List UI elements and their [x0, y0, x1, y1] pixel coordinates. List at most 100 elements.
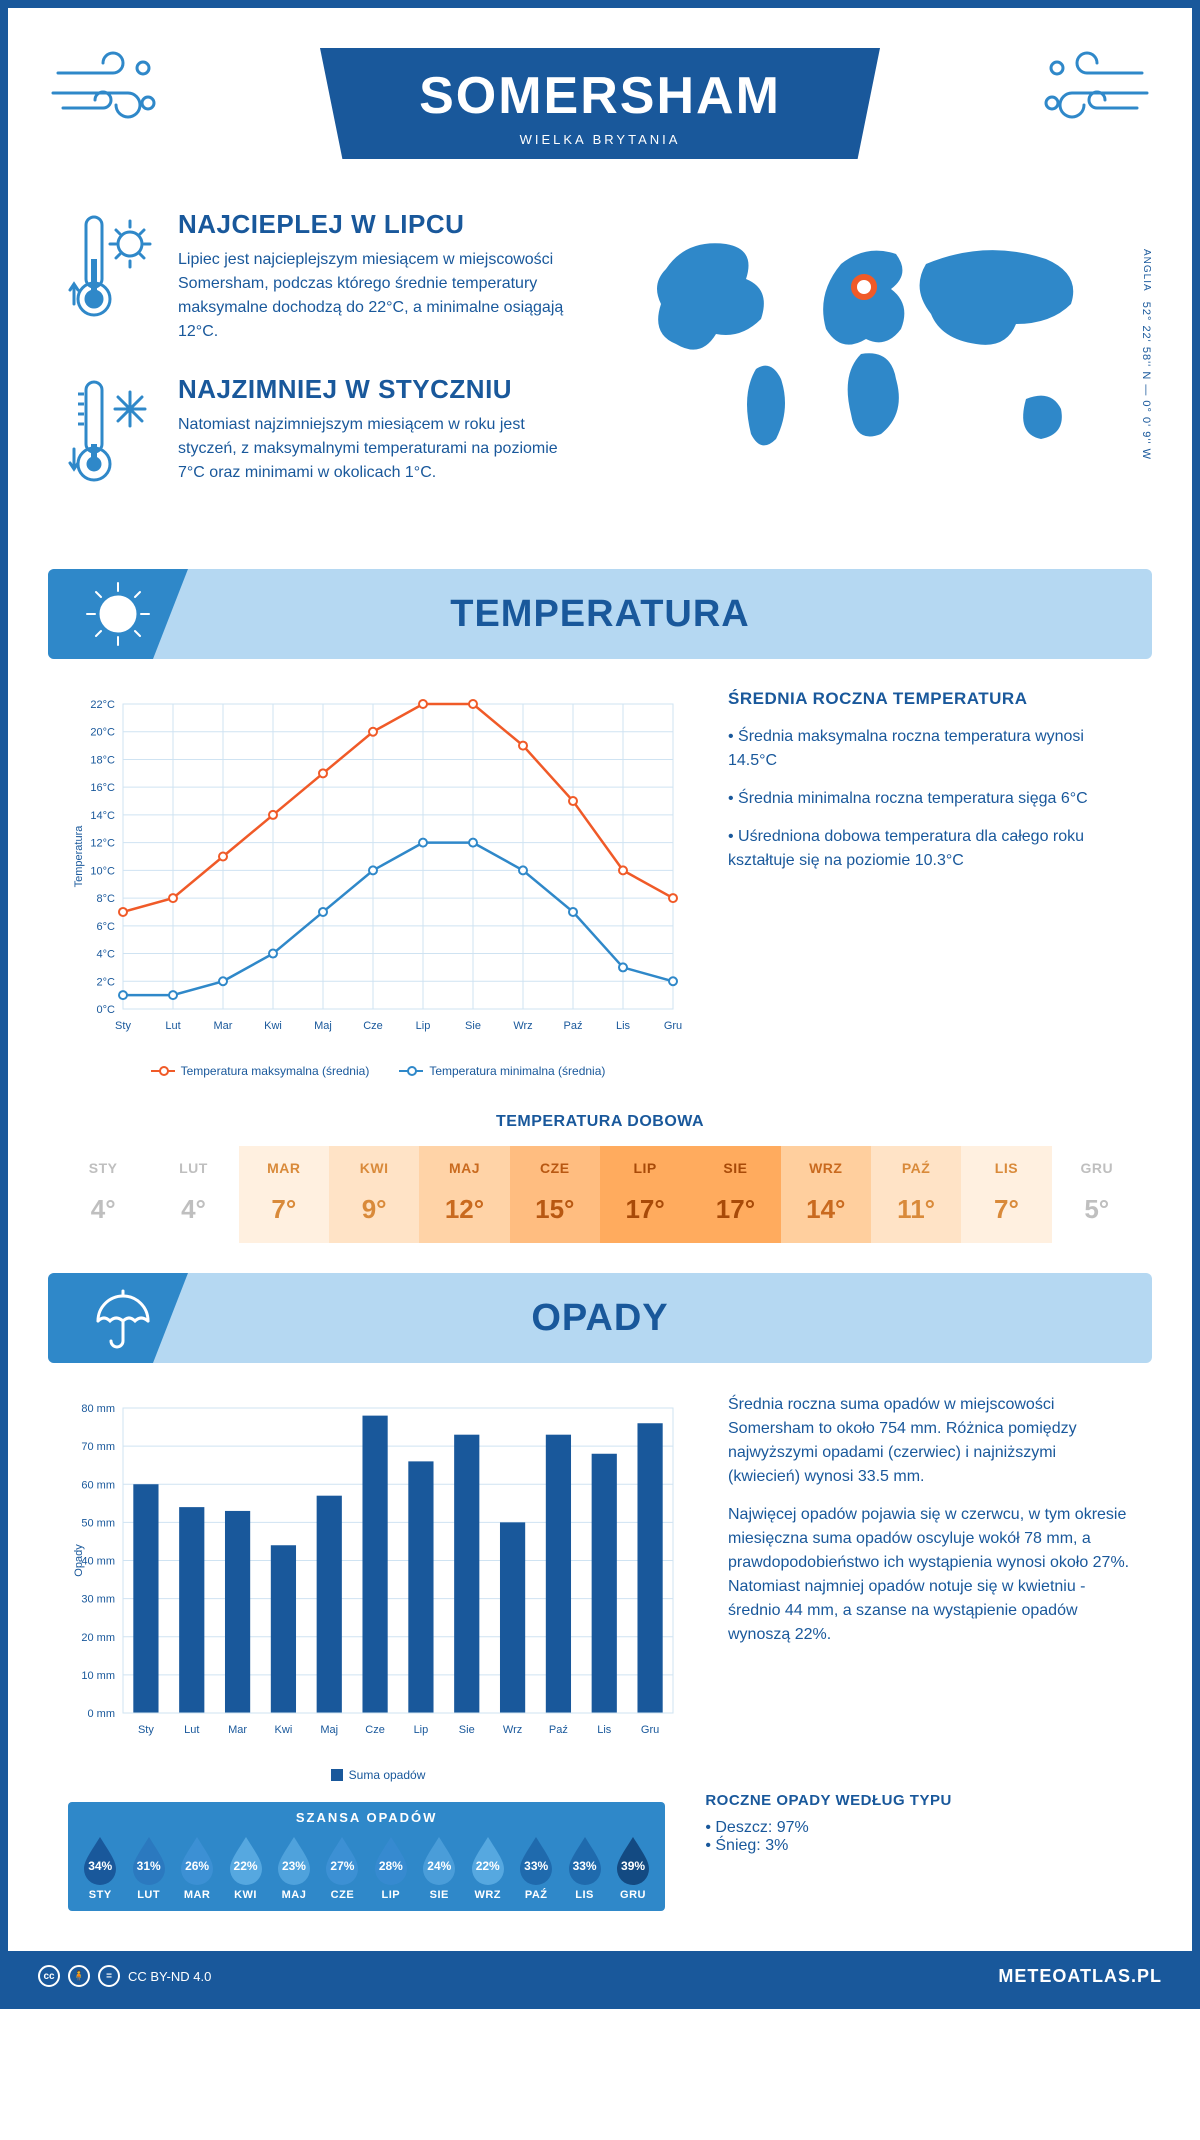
precip-summary: Średnia roczna suma opadów w miejscowośc…: [728, 1393, 1132, 1782]
warmest-block: NAJCIEPLEJ W LIPCU Lipiec jest najcieple…: [68, 209, 580, 344]
temp-bullet-list: Średnia maksymalna roczna temperatura wy…: [728, 725, 1132, 873]
daily-value: 9°: [333, 1194, 415, 1225]
coldest-block: NAJZIMNIEJ W STYCZNIU Natomiast najzimni…: [68, 374, 580, 499]
svg-text:4°C: 4°C: [97, 949, 116, 961]
daily-month: WRZ: [785, 1160, 867, 1176]
wind-icon: [48, 48, 168, 128]
daily-cell: WRZ 14°: [781, 1146, 871, 1243]
daily-value: 14°: [785, 1194, 867, 1225]
precip-type-list: Deszcz: 97%Śnieg: 3%: [705, 1819, 1132, 1855]
chance-value: 28%: [369, 1859, 413, 1873]
temp-bullet: Uśredniona dobowa temperatura dla całego…: [728, 825, 1132, 873]
precip-chance-box: SZANSA OPADÓW 34% STY 31% LUT 26% MAR 22…: [68, 1802, 665, 1911]
chance-value: 31%: [127, 1859, 171, 1873]
intro-row: NAJCIEPLEJ W LIPCU Lipiec jest najcieple…: [8, 179, 1192, 549]
coords-value: 52° 22' 58'' N — 0° 0' 9'' W: [1140, 302, 1152, 460]
drop-icon: 31%: [127, 1833, 171, 1885]
daily-value: 15°: [514, 1194, 596, 1225]
precip-type-block: ROCZNE OPADY WEDŁUG TYPU Deszcz: 97%Śnie…: [705, 1792, 1132, 1931]
coldest-heading: NAJZIMNIEJ W STYCZNIU: [178, 374, 580, 405]
daily-month: CZE: [514, 1160, 596, 1176]
drop-icon: 28%: [369, 1833, 413, 1885]
svg-text:Lut: Lut: [184, 1724, 199, 1736]
legend-max-label: Temperatura maksymalna (średnia): [181, 1064, 370, 1078]
precip-body: 0 mm10 mm20 mm30 mm40 mm50 mm60 mm70 mm8…: [8, 1363, 1192, 1792]
daily-cell: MAR 7°: [239, 1146, 329, 1243]
drop-icon: 39%: [611, 1833, 655, 1885]
daily-cell: MAJ 12°: [419, 1146, 509, 1243]
svg-text:Wrz: Wrz: [513, 1020, 532, 1032]
svg-text:60 mm: 60 mm: [81, 1479, 115, 1491]
chance-month: WRZ: [466, 1889, 510, 1901]
daily-cell: LUT 4°: [148, 1146, 238, 1243]
daily-value: 17°: [604, 1194, 686, 1225]
title-banner: SOMERSHAM WIELKA BRYTANIA: [320, 48, 880, 159]
svg-text:50 mm: 50 mm: [81, 1517, 115, 1529]
cc-icon: cc: [38, 1965, 60, 1987]
precip-chart: 0 mm10 mm20 mm30 mm40 mm50 mm60 mm70 mm8…: [68, 1393, 688, 1782]
daily-cell: GRU 5°: [1052, 1146, 1142, 1243]
chance-month: MAJ: [272, 1889, 316, 1901]
chance-cell: 23% MAJ: [272, 1833, 316, 1901]
svg-text:Sty: Sty: [138, 1724, 154, 1736]
daily-value: 7°: [965, 1194, 1047, 1225]
svg-text:Maj: Maj: [320, 1724, 338, 1736]
svg-text:12°C: 12°C: [90, 838, 115, 850]
license-block: cc 🧍 = CC BY-ND 4.0: [38, 1965, 211, 1987]
drop-icon: 27%: [320, 1833, 364, 1885]
chance-value: 22%: [224, 1859, 268, 1873]
daily-value: 4°: [62, 1194, 144, 1225]
daily-cell: SIE 17°: [690, 1146, 780, 1243]
thermometer-snow-icon: [68, 374, 158, 499]
daily-month: LUT: [152, 1160, 234, 1176]
svg-text:Lip: Lip: [416, 1020, 431, 1032]
drop-icon: 22%: [224, 1833, 268, 1885]
drop-icon: 34%: [78, 1833, 122, 1885]
daily-value: 17°: [694, 1194, 776, 1225]
chance-month: GRU: [611, 1889, 655, 1901]
chance-cell: 28% LIP: [369, 1833, 413, 1901]
legend-min: Temperatura minimalna (średnia): [399, 1064, 605, 1078]
by-icon: 🧍: [68, 1965, 90, 1987]
svg-text:Gru: Gru: [641, 1724, 659, 1736]
svg-text:18°C: 18°C: [90, 754, 115, 766]
daily-value: 11°: [875, 1194, 957, 1225]
chance-value: 33%: [514, 1859, 558, 1873]
temp-legend: Temperatura maksymalna (średnia) Tempera…: [68, 1064, 688, 1078]
svg-text:Wrz: Wrz: [503, 1724, 522, 1736]
chance-value: 33%: [563, 1859, 607, 1873]
chance-cell: 22% KWI: [223, 1833, 267, 1901]
coords-region: ANGLIA: [1141, 249, 1152, 292]
world-map: [620, 209, 1132, 469]
svg-text:16°C: 16°C: [90, 782, 115, 794]
drop-icon: 33%: [514, 1833, 558, 1885]
drop-icon: 33%: [563, 1833, 607, 1885]
daily-temp-grid: STY 4°LUT 4°MAR 7°KWI 9°MAJ 12°CZE 15°LI…: [58, 1146, 1142, 1243]
daily-month: KWI: [333, 1160, 415, 1176]
svg-text:Lip: Lip: [414, 1724, 429, 1736]
chance-value: 26%: [175, 1859, 219, 1873]
chance-value: 24%: [417, 1859, 461, 1873]
svg-text:Kwi: Kwi: [264, 1020, 282, 1032]
precip-header: OPADY: [48, 1273, 1152, 1363]
svg-text:Opady: Opady: [73, 1544, 85, 1577]
footer: cc 🧍 = CC BY-ND 4.0 METEOATLAS.PL: [8, 1951, 1192, 2001]
temperature-chart: 0°C2°C4°C6°C8°C10°C12°C14°C16°C18°C20°C2…: [68, 689, 688, 1078]
chance-row: 34% STY 31% LUT 26% MAR 22% KWI 23% MAJ …: [78, 1833, 655, 1901]
sun-icon: [48, 569, 188, 659]
chance-value: 39%: [611, 1859, 655, 1873]
warmest-heading: NAJCIEPLEJ W LIPCU: [178, 209, 580, 240]
chance-month: MAR: [175, 1889, 219, 1901]
legend-min-label: Temperatura minimalna (średnia): [429, 1064, 605, 1078]
chance-cell: 33% LIS: [562, 1833, 606, 1901]
drop-icon: 22%: [466, 1833, 510, 1885]
svg-text:22°C: 22°C: [90, 699, 115, 711]
chance-value: 34%: [78, 1859, 122, 1873]
daily-value: 5°: [1056, 1194, 1138, 1225]
legend-precip: Suma opadów: [331, 1768, 426, 1782]
daily-month: LIS: [965, 1160, 1047, 1176]
daily-month: SIE: [694, 1160, 776, 1176]
daily-value: 7°: [243, 1194, 325, 1225]
chance-cell: 22% WRZ: [466, 1833, 510, 1901]
svg-text:14°C: 14°C: [90, 810, 115, 822]
